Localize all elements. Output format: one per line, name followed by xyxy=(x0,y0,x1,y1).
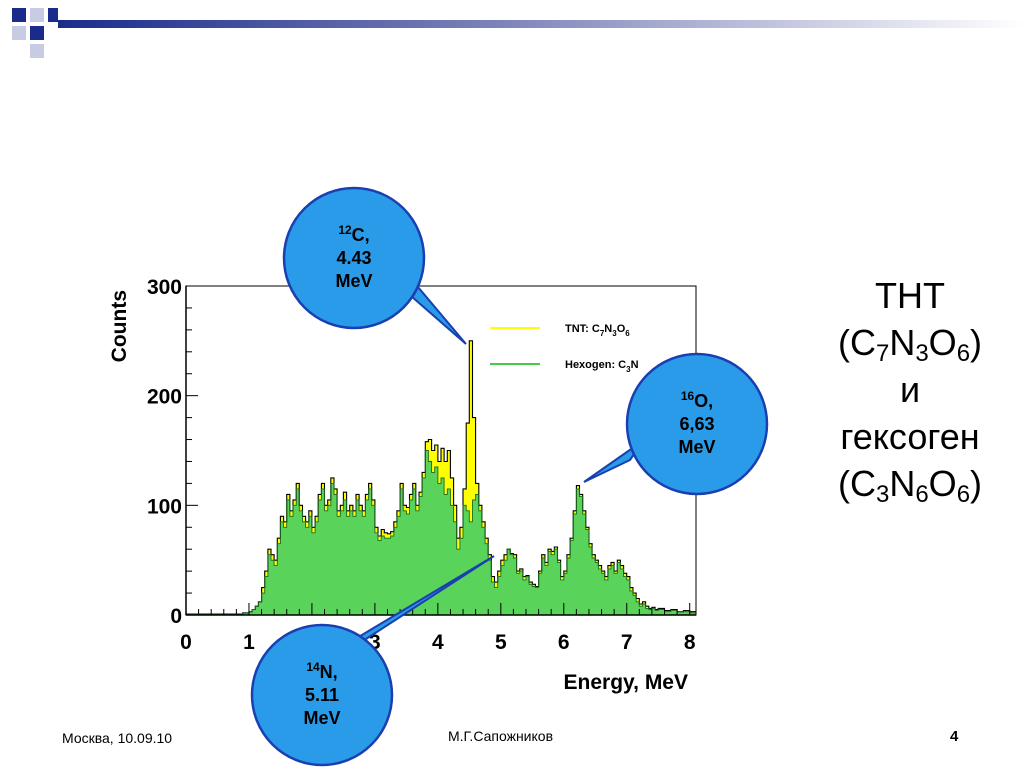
slide-header-decoration xyxy=(12,8,1024,58)
deco-square xyxy=(30,8,44,22)
callout-oxygen-circle xyxy=(625,352,769,496)
chart-legend: TNT: C7N3O6 Hexogen: C3N xyxy=(490,323,639,374)
callout-carbon-energy: 4.43 xyxy=(336,247,372,268)
title-line-tnt: ТНТ xyxy=(875,275,945,316)
y-axis-label: Counts xyxy=(108,290,131,362)
callout-oxygen-energy: 6,63 xyxy=(679,413,715,434)
deco-square xyxy=(30,44,44,58)
callout-nitrogen-energy: 5.11 xyxy=(304,684,340,705)
callout-nitrogen-element: 14N, xyxy=(306,659,338,682)
callout-oxygen-unit: MeV xyxy=(678,436,716,457)
y-tick-label: 200 xyxy=(147,386,182,409)
series-hexogen-area xyxy=(186,450,696,615)
footer-location-date: Москва, 10.09.10 xyxy=(62,730,173,746)
y-tick-label: 0 xyxy=(170,605,182,628)
legend-hexogen-label: Hexogen: C3N xyxy=(565,359,639,374)
deco-square xyxy=(30,26,44,40)
title-formula-tnt: (C7N3O6) xyxy=(837,322,983,367)
y-tick-label: 300 xyxy=(147,276,182,299)
callout-carbon: 12C, 4.43 MeV xyxy=(284,188,424,328)
callout-nitrogen: 14N, 5.11 MeV xyxy=(252,625,392,765)
x-tick-label: 6 xyxy=(558,631,570,654)
deco-square xyxy=(12,26,26,40)
x-tick-label: 3 xyxy=(369,631,381,654)
callout-oxygen-element: 16O, xyxy=(680,388,714,411)
x-tick-label: 4 xyxy=(432,631,444,654)
slide-number: 4 xyxy=(950,728,959,745)
plot-area xyxy=(185,286,696,615)
callout-nitrogen-circle xyxy=(250,623,394,767)
header-gradient-bar xyxy=(58,20,1024,28)
y-tick-label: 100 xyxy=(147,495,182,518)
legend-tnt-label: TNT: C7N3O6 xyxy=(565,323,630,338)
callout-oxygen: 16O, 6,63 MeV xyxy=(627,354,767,494)
x-tick-label: 7 xyxy=(621,631,633,654)
slide-title: ТНТ (C7N3O6) и гексоген (C3N6O6) xyxy=(800,272,1020,507)
callout-carbon-unit: MeV xyxy=(335,270,373,291)
title-line-hexogen: гексоген xyxy=(840,416,980,457)
title-line-and: и xyxy=(899,369,921,410)
callout-carbon-element: 12C, xyxy=(338,222,370,245)
callout-carbon-circle xyxy=(282,186,426,330)
callouts xyxy=(250,186,769,767)
x-tick-label: 0 xyxy=(180,631,192,654)
x-tick-label: 8 xyxy=(684,631,696,654)
title-formula-hexogen: (C3N6O6) xyxy=(837,463,983,508)
footer-author: М.Г.Сапожников xyxy=(448,728,553,744)
x-axis-label: Energy, MeV xyxy=(564,671,688,694)
x-tick-label: 1 xyxy=(243,631,255,654)
series-tnt-line xyxy=(185,340,696,615)
deco-square xyxy=(48,8,58,22)
deco-square xyxy=(12,8,26,22)
series-hexogen-line xyxy=(185,450,696,615)
callout-nitrogen-unit: MeV xyxy=(303,707,341,728)
x-tick-label: 5 xyxy=(495,631,507,654)
